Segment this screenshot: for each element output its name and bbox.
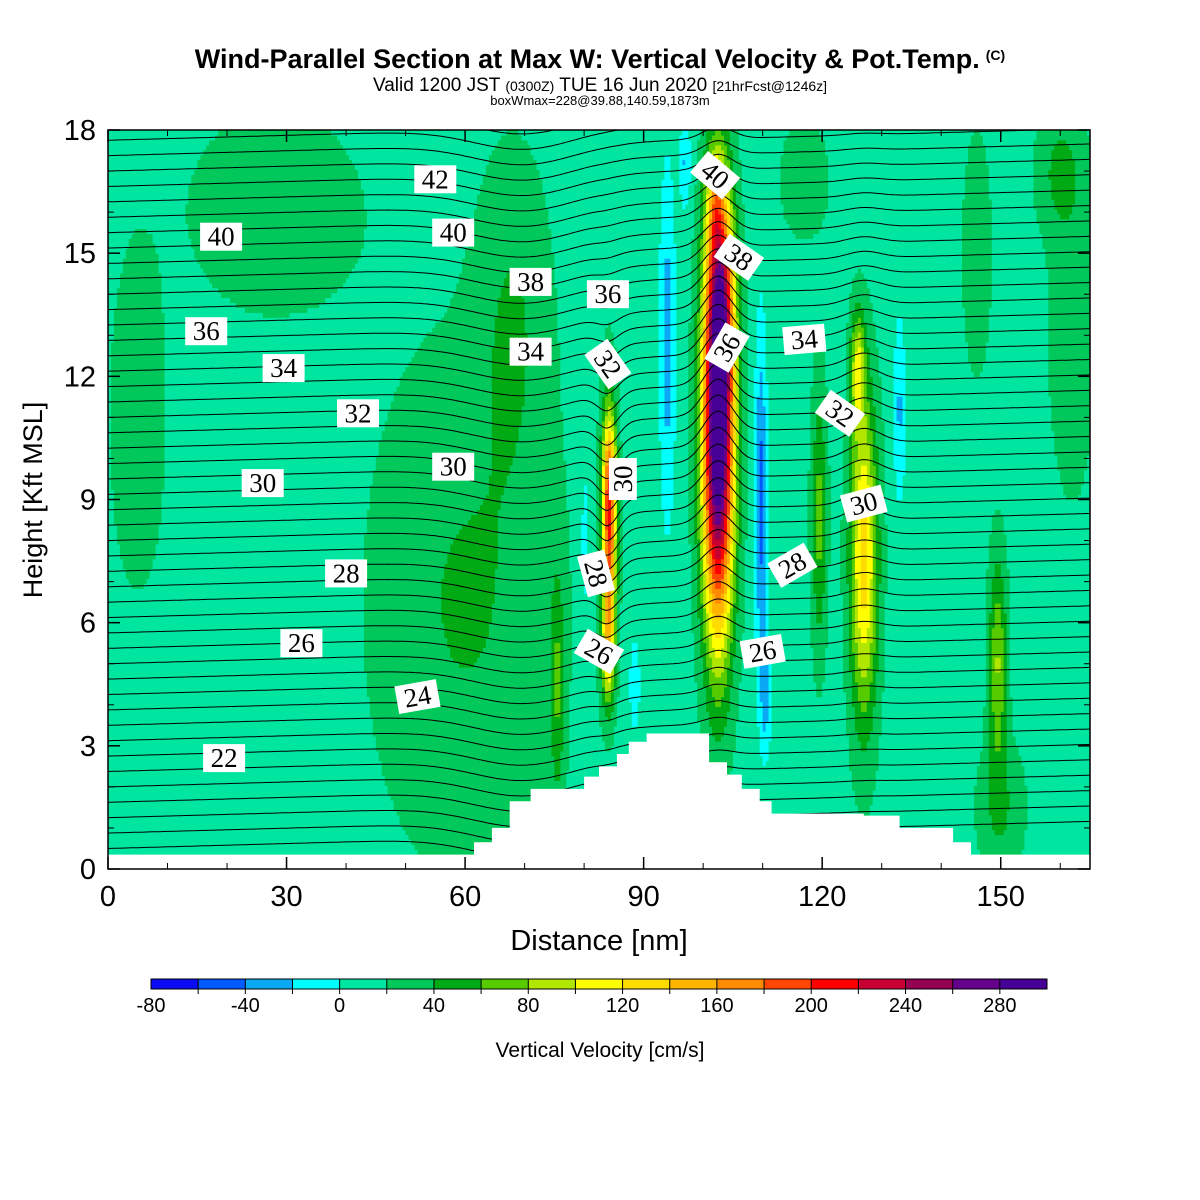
velocity-field bbox=[108, 130, 1091, 870]
